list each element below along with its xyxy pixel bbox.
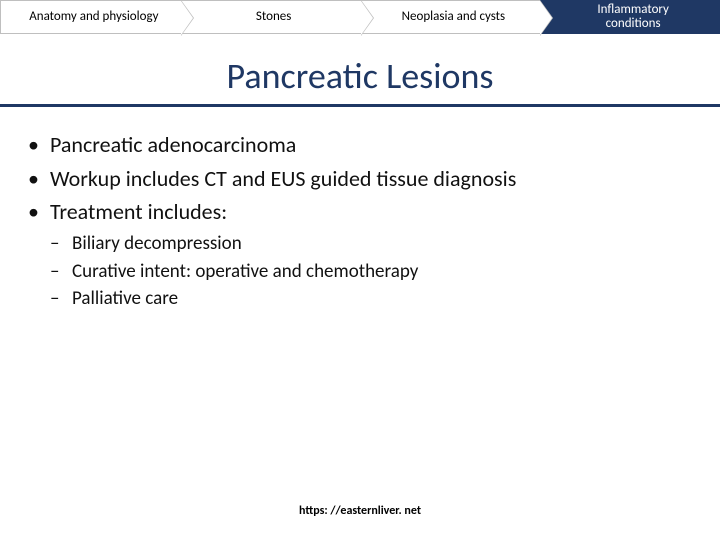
slide: Anatomy and physiology Stones Neoplasia … [0,0,720,540]
nav-step-anatomy[interactable]: Anatomy and physiology [0,0,181,34]
bullet-list: Pancreatic adenocarcinoma Workup include… [28,130,700,227]
footer-url: https: //easternliver. net [0,504,720,518]
nav-step-stones[interactable]: Stones [181,0,361,34]
bullet-item: Workup includes CT and EUS guided tissue… [28,164,700,194]
bullet-item: Treatment includes: [28,197,700,227]
title-underline [0,104,720,107]
title-block: Pancreatic Lesions [0,54,720,107]
nav-step-neoplasia[interactable]: Neoplasia and cysts [361,0,541,34]
sub-bullet-item: Biliary decompression [50,231,700,257]
page-title: Pancreatic Lesions [0,54,720,98]
breadcrumb-arrow-nav: Anatomy and physiology Stones Neoplasia … [0,0,720,34]
body-content: Pancreatic adenocarcinoma Workup include… [28,130,700,314]
nav-step-inflammatory[interactable]: Inflammatory conditions [540,0,720,34]
sub-bullet-item: Palliative care [50,286,700,312]
bullet-item: Pancreatic adenocarcinoma [28,130,700,160]
sub-bullet-item: Curative intent: operative and chemother… [50,259,700,285]
sub-bullet-list: Biliary decompression Curative intent: o… [28,231,700,312]
